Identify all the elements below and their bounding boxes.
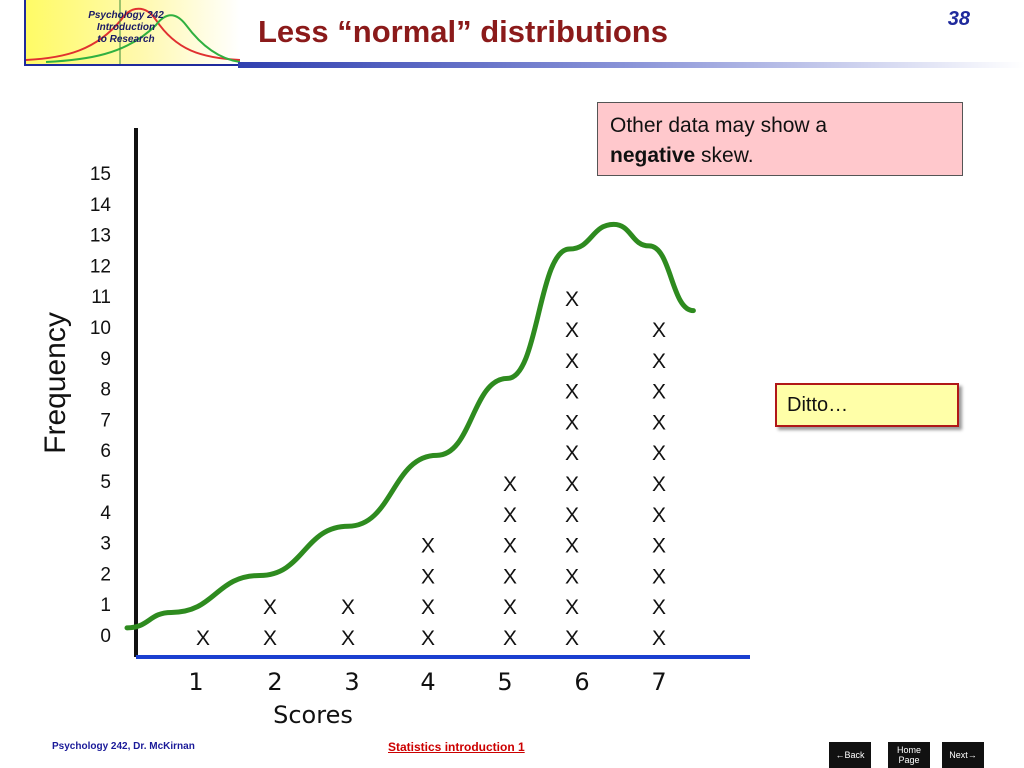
- y-tick-label: 10: [90, 318, 111, 339]
- x-tick-label: 7: [651, 668, 666, 696]
- data-point-x-marker: X: [565, 565, 579, 588]
- next-button[interactable]: Next→: [942, 742, 984, 768]
- header-rule: [238, 62, 1024, 68]
- skew-curve: [124, 221, 696, 631]
- y-tick-label: 14: [90, 195, 112, 216]
- y-tick-label: 9: [100, 349, 111, 370]
- data-point-x-marker: X: [652, 381, 666, 404]
- data-point-x-marker: X: [652, 473, 666, 496]
- data-point-x-marker: X: [421, 627, 435, 650]
- callout-text-prefix: Other data may show a: [610, 114, 828, 137]
- data-point-x-marker: X: [565, 627, 579, 650]
- data-point-x-marker: X: [341, 627, 355, 650]
- callout-text-bold: negative: [610, 144, 696, 167]
- y-tick-label: 13: [90, 226, 111, 247]
- logo-line-2: Introduction: [96, 22, 156, 33]
- y-tick-label: 4: [100, 503, 111, 524]
- slide-title: Less “normal” distributions: [258, 14, 668, 49]
- y-tick-label: 6: [100, 441, 111, 462]
- data-point-x-marker: X: [652, 596, 666, 619]
- data-point-x-marker: X: [196, 627, 210, 650]
- data-point-x-marker: X: [565, 473, 579, 496]
- y-tick-label: 2: [100, 564, 111, 585]
- data-point-x-marker: X: [263, 596, 277, 619]
- back-button[interactable]: ←Back: [829, 742, 871, 768]
- data-point-x-marker: X: [503, 473, 517, 496]
- data-point-x-marker: X: [503, 596, 517, 619]
- data-point-x-marker: X: [565, 288, 579, 311]
- x-tick-label: 3: [344, 668, 359, 696]
- callout-text-suffix: skew.: [695, 144, 754, 167]
- data-point-x-marker: X: [652, 627, 666, 650]
- data-point-x-marker: X: [652, 504, 666, 527]
- y-tick-label: 11: [91, 287, 111, 308]
- data-point-x-marker: X: [421, 535, 435, 558]
- y-tick-label: 3: [100, 534, 111, 555]
- y-tick-label: 0: [100, 626, 111, 647]
- bell-curve-logo-icon: [26, 0, 240, 64]
- ditto-callout: Ditto…: [775, 383, 959, 427]
- x-tick-label: 2: [267, 668, 282, 696]
- footer-section-link[interactable]: Statistics introduction 1: [388, 740, 525, 754]
- data-point-x-marker: X: [652, 535, 666, 558]
- home-label-line-2: Page: [898, 755, 920, 765]
- data-point-x-marker: X: [652, 442, 666, 465]
- data-point-x-marker: X: [565, 381, 579, 404]
- data-point-x-marker: X: [565, 442, 579, 465]
- data-point-x-marker: X: [652, 411, 666, 434]
- x-tick-label: 1: [188, 668, 203, 696]
- logo-text: Psychology 242 Introduction to Research: [66, 10, 186, 46]
- data-point-x-marker: X: [565, 411, 579, 434]
- y-axis-label: Frequency: [39, 312, 72, 454]
- y-tick-label: 7: [100, 410, 111, 431]
- data-point-x-marker: X: [503, 504, 517, 527]
- y-tick-label: 5: [100, 472, 111, 493]
- data-point-x-marker: X: [503, 627, 517, 650]
- data-point-x-marker: X: [565, 319, 579, 342]
- data-point-x-marker: X: [421, 596, 435, 619]
- data-point-x-marker: X: [341, 596, 355, 619]
- data-point-x-marker: X: [263, 627, 277, 650]
- x-tick-label: 4: [420, 668, 435, 696]
- slide-number: 38: [947, 8, 970, 30]
- data-point-x-marker: X: [565, 504, 579, 527]
- data-point-x-marker: X: [565, 350, 579, 373]
- data-point-x-marker: X: [565, 535, 579, 558]
- logo-line-1: Psychology 242: [88, 10, 164, 21]
- course-logo: Psychology 242 Introduction to Research: [24, 0, 240, 66]
- home-page-button[interactable]: Home Page: [888, 742, 930, 768]
- logo-line-3: to Research: [97, 34, 155, 45]
- data-point-x-marker: X: [565, 596, 579, 619]
- footer-author: Psychology 242, Dr. McKirnan: [52, 741, 195, 752]
- y-tick-label: 1: [100, 595, 111, 616]
- data-point-x-marker: X: [503, 535, 517, 558]
- x-tick-label: 5: [497, 668, 512, 696]
- data-point-x-marker: X: [652, 319, 666, 342]
- x-tick-label: 6: [574, 668, 589, 696]
- data-point-x-marker: X: [421, 565, 435, 588]
- data-point-x-marker: X: [503, 565, 517, 588]
- y-tick-label: 12: [90, 256, 111, 277]
- data-point-x-marker: X: [652, 350, 666, 373]
- data-point-x-marker: X: [652, 565, 666, 588]
- home-label-line-1: Home: [896, 745, 921, 755]
- x-axis-label: Scores: [273, 701, 353, 729]
- y-tick-label: 15: [90, 164, 111, 185]
- y-tick-label: 8: [100, 380, 111, 401]
- negative-skew-callout: Other data may show a negative skew.: [597, 102, 963, 176]
